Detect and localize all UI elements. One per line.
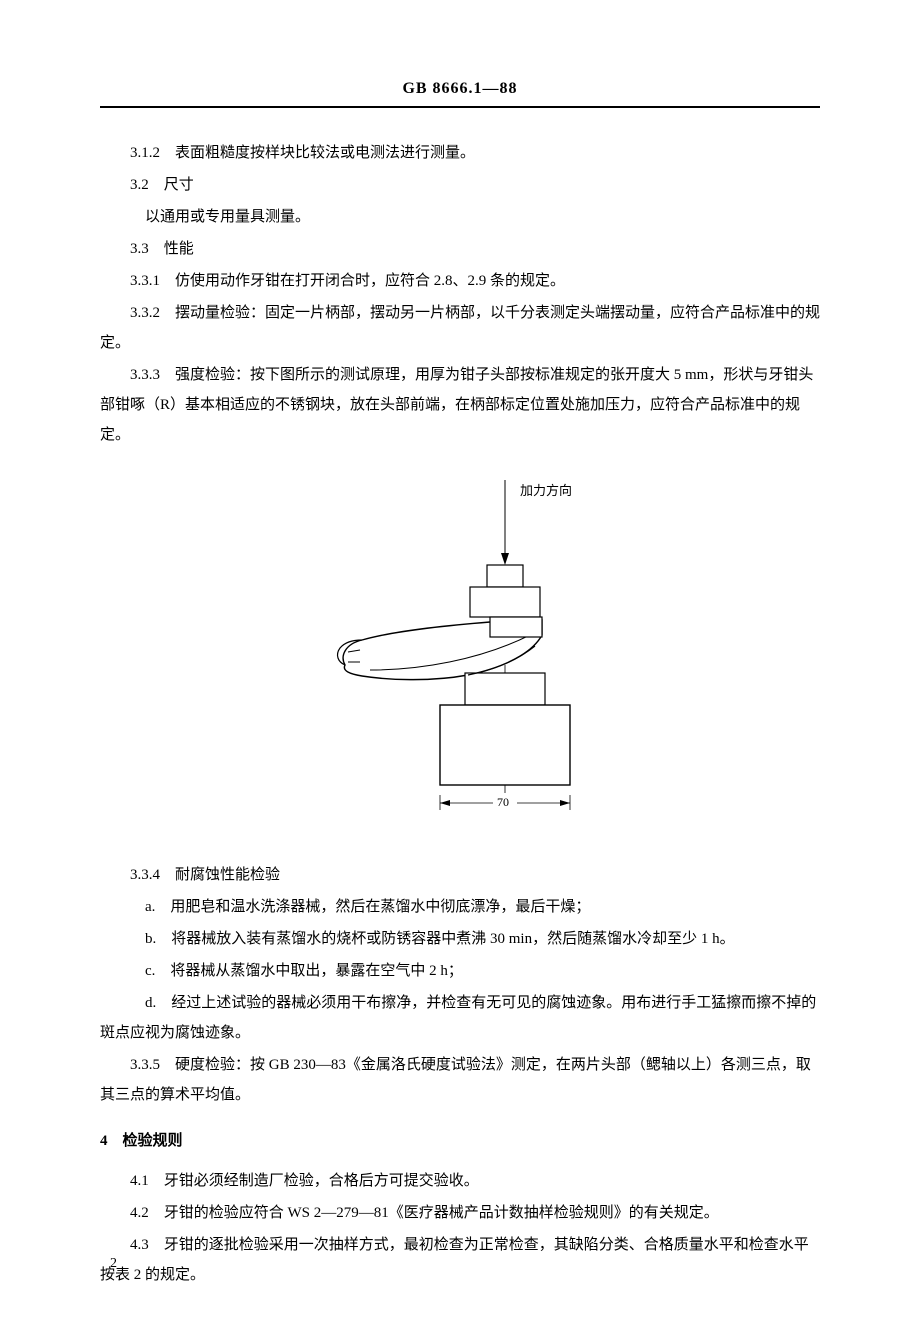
para-3-3-2: 3.3.2 摆动量检验：固定一片柄部，摆动另一片柄部，以千分表测定头端摆动量，应… xyxy=(100,298,820,358)
para-3-2-body: 以通用或专用量具测量。 xyxy=(100,202,820,232)
standard-header: GB 8666.1—88 xyxy=(100,80,820,108)
dimension-70-label: 70 xyxy=(497,795,509,809)
document-body: 3.1.2 表面粗糙度按样块比较法或电测法进行测量。 3.2 尺寸 以通用或专用… xyxy=(100,138,820,1290)
para-3-3-5: 3.3.5 硬度检验：按 GB 230—83《金属洛氏硬度试验法》测定，在两片头… xyxy=(100,1050,820,1110)
para-3-3-3: 3.3.3 强度检验：按下图所示的测试原理，用厚为钳子头部按标准规定的张开度大 … xyxy=(100,360,820,450)
para-4-2: 4.2 牙钳的检验应符合 WS 2—279—81《医疗器械产品计数抽样检验规则》… xyxy=(100,1198,820,1228)
heading-4: 4 检验规则 xyxy=(100,1126,820,1156)
page-number: 2 xyxy=(110,1256,117,1272)
para-3-3-1: 3.3.1 仿使用动作牙钳在打开闭合时，应符合 2.8、2.9 条的规定。 xyxy=(100,266,820,296)
para-3-3: 3.3 性能 xyxy=(100,234,820,264)
para-3-1-2: 3.1.2 表面粗糙度按样块比较法或电测法进行测量。 xyxy=(100,138,820,168)
standard-code: GB 8666.1—88 xyxy=(402,80,517,97)
para-3-3-4-d: d. 经过上述试验的器械必须用干布擦净，并检查有无可见的腐蚀迹象。用布进行手工猛… xyxy=(100,988,820,1048)
para-3-3-4-a: a. 用肥皂和温水洗涤器械，然后在蒸馏水中彻底漂净，最后干燥； xyxy=(100,892,820,922)
para-3-3-4-title: 3.3.4 耐腐蚀性能检验 xyxy=(100,860,820,890)
force-label: 加力方向 xyxy=(520,483,572,498)
para-4-3: 4.3 牙钳的逐批检验采用一次抽样方式，最初检查为正常检查，其缺陷分类、合格质量… xyxy=(100,1230,820,1290)
para-4-1: 4.1 牙钳必须经制造厂检验，合格后方可提交验收。 xyxy=(100,1166,820,1196)
figure-container: 加力方向 xyxy=(100,470,820,830)
document-page: GB 8666.1—88 3.1.2 表面粗糙度按样块比较法或电测法进行测量。 … xyxy=(0,0,920,1332)
para-3-3-4-b: b. 将器械放入装有蒸馏水的烧杯或防锈容器中煮沸 30 min，然后随蒸馏水冷却… xyxy=(100,924,820,954)
strength-test-figure: 加力方向 xyxy=(290,470,630,830)
para-3-2: 3.2 尺寸 xyxy=(100,170,820,200)
para-3-3-4-c: c. 将器械从蒸馏水中取出，暴露在空气中 2 h； xyxy=(100,956,820,986)
